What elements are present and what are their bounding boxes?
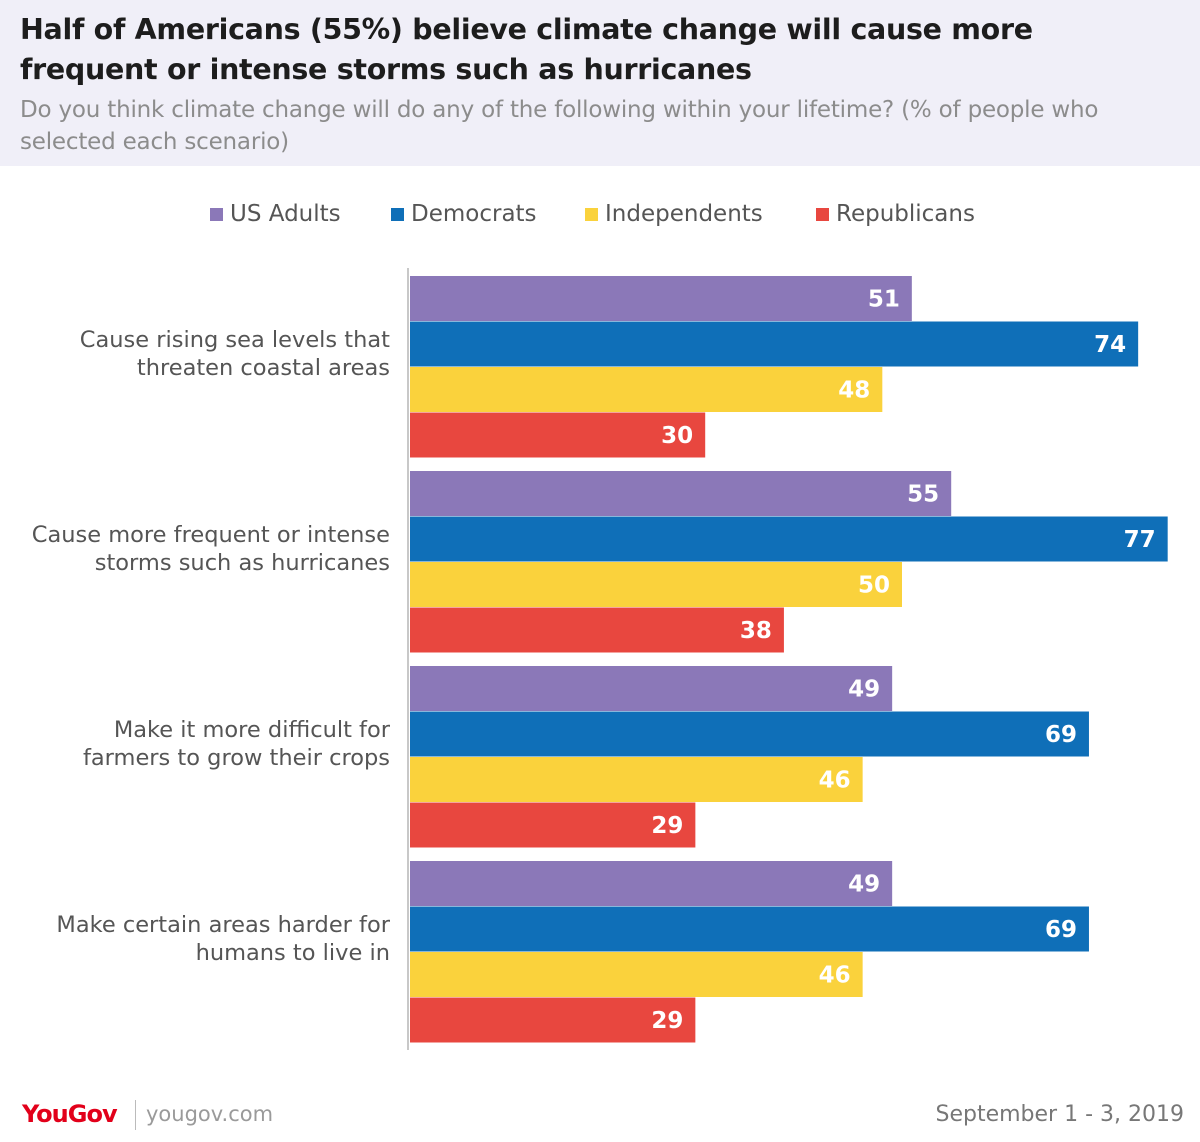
bar-value-label: 74 bbox=[1094, 332, 1126, 358]
bar bbox=[410, 607, 784, 653]
bar-value-label: 30 bbox=[661, 423, 693, 449]
legend-label: US Adults bbox=[230, 201, 341, 227]
bar bbox=[410, 367, 883, 412]
category-label: Make it more difficult for bbox=[114, 717, 391, 743]
legend-label: Republicans bbox=[836, 201, 975, 227]
bar bbox=[410, 997, 696, 1043]
legend-swatch bbox=[391, 208, 404, 221]
legend-label: Democrats bbox=[411, 201, 537, 227]
footer-date: September 1 - 3, 2019 bbox=[935, 1102, 1185, 1127]
footer-url: yougov.com bbox=[146, 1102, 274, 1126]
bar-value-label: 77 bbox=[1124, 527, 1156, 553]
bar-value-label: 49 bbox=[848, 677, 880, 703]
bar-value-label: 48 bbox=[838, 378, 870, 404]
bar-value-label: 51 bbox=[868, 287, 900, 313]
bar bbox=[410, 516, 1168, 562]
category-label: farmers to grow their crops bbox=[83, 745, 390, 771]
bar-value-label: 29 bbox=[651, 1008, 683, 1034]
header-panel: Half of Americans (55%) believe climate … bbox=[0, 0, 1200, 166]
bar-value-label: 46 bbox=[819, 963, 851, 989]
bar-value-label: 55 bbox=[907, 482, 939, 508]
category-label: humans to live in bbox=[196, 940, 390, 966]
bar bbox=[410, 711, 1089, 757]
bar-value-label: 50 bbox=[858, 573, 890, 599]
bar bbox=[410, 906, 1089, 952]
bar bbox=[410, 666, 893, 711]
footer-divider bbox=[135, 1100, 136, 1130]
bar bbox=[410, 412, 706, 458]
bar bbox=[410, 757, 863, 802]
bar bbox=[410, 562, 902, 607]
bar-value-label: 69 bbox=[1045, 722, 1077, 748]
category-label: Cause rising sea levels that bbox=[80, 327, 390, 353]
bar bbox=[410, 802, 696, 848]
bar-value-label: 69 bbox=[1045, 917, 1077, 943]
chart-title: Half of Americans (55%) believe climate … bbox=[20, 13, 1033, 86]
legend: US Adults Democrats Independents Republi… bbox=[0, 196, 1200, 232]
bar-value-label: 38 bbox=[740, 618, 772, 644]
bar bbox=[410, 471, 952, 516]
bar-value-label: 29 bbox=[651, 813, 683, 839]
category-label: Make certain areas harder for bbox=[56, 912, 390, 938]
bar bbox=[410, 861, 893, 906]
bar-value-label: 49 bbox=[848, 872, 880, 898]
bar bbox=[410, 276, 912, 321]
legend-swatch bbox=[210, 208, 223, 221]
legend-swatch bbox=[585, 208, 598, 221]
category-label: threaten coastal areas bbox=[137, 355, 390, 381]
bar bbox=[410, 321, 1139, 367]
category-label: storms such as hurricanes bbox=[95, 550, 390, 576]
legend-swatch bbox=[816, 208, 829, 221]
chart-subtitle: Do you think climate change will do any … bbox=[20, 97, 1099, 155]
category-label: Cause more frequent or intense bbox=[32, 522, 390, 548]
bar bbox=[410, 952, 863, 997]
bar-value-label: 46 bbox=[819, 768, 851, 794]
yougov-logo: YouGov bbox=[22, 1100, 118, 1128]
legend-label: Independents bbox=[605, 201, 763, 227]
